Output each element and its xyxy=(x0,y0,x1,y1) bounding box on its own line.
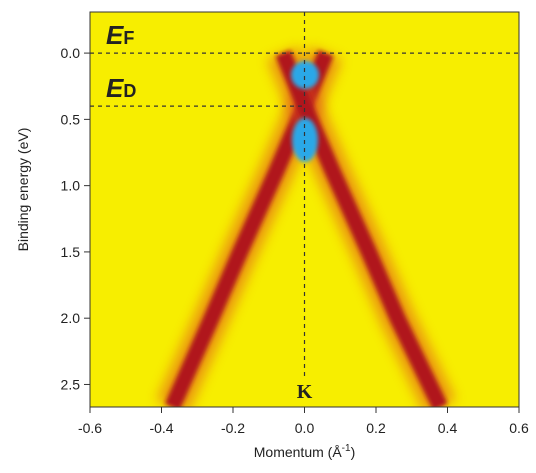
annotation-main: E xyxy=(106,20,124,50)
y-tick-label: 1.0 xyxy=(61,178,81,194)
y-axis-label: Binding energy (eV) xyxy=(15,128,31,252)
annotation: ED xyxy=(106,73,136,103)
x-tick-label: 0.6 xyxy=(509,420,529,436)
y-tick-label: 0.5 xyxy=(61,111,81,127)
x-axis-label-main: Momentum (Å xyxy=(254,444,343,460)
x-tick-label: -0.4 xyxy=(149,420,173,436)
y-tick-label: 2.0 xyxy=(61,310,81,326)
band xyxy=(275,50,448,407)
annotation-sub: F xyxy=(123,28,134,48)
y-tick-label: 1.5 xyxy=(61,244,81,260)
y-tick-label: 0.0 xyxy=(61,45,81,61)
annotation-sub: D xyxy=(123,81,136,101)
x-axis-label-end: ) xyxy=(351,444,356,460)
x-tick-label: 0.2 xyxy=(366,420,386,436)
intensity-spot xyxy=(291,61,319,89)
x-tick-label: -0.6 xyxy=(78,420,102,436)
x-tick-label: 0.4 xyxy=(438,420,458,436)
x-axis-label: Momentum (Å-1) xyxy=(254,443,356,460)
x-axis-label-sup: -1 xyxy=(342,443,351,454)
annotation: EF xyxy=(106,20,134,50)
x-tick-label: 0.0 xyxy=(295,420,315,436)
bands xyxy=(156,46,456,407)
x-tick-label: -0.2 xyxy=(221,420,245,436)
y-tick-label: 2.5 xyxy=(61,376,81,392)
annotation-main: E xyxy=(106,73,124,103)
point-label: K xyxy=(297,381,313,403)
